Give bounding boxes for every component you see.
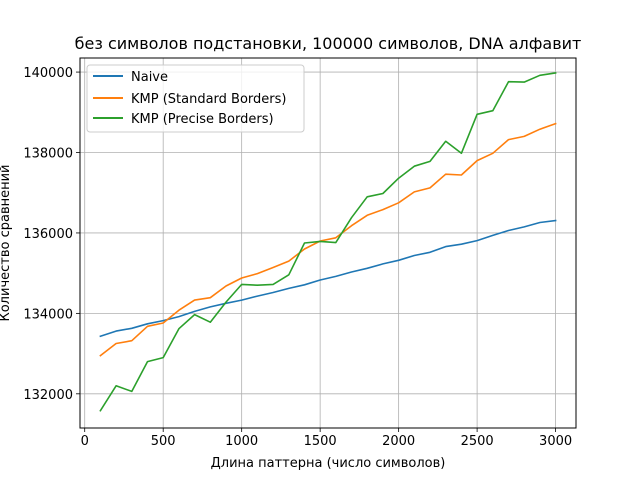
legend: Naive KMP (Standard Borders) KMP (Precis… (86, 64, 305, 133)
y-axis-ticks: 132000 134000 136000 138000 140000 (23, 66, 80, 403)
x-tick-label: 2500 (461, 434, 494, 449)
x-tick-label: 1500 (304, 434, 337, 449)
series-lines (99, 71, 557, 412)
y-tick-label: 136000 (23, 227, 73, 242)
x-axis-label: Длина паттерна (число символов) (211, 456, 446, 471)
plot-frame (79, 57, 577, 429)
y-tick-label: 132000 (23, 388, 73, 403)
x-tick-label: 500 (151, 434, 176, 449)
x-tick-label: 3000 (539, 434, 572, 449)
chart-title: без символов подстановки, 100000 символо… (75, 34, 582, 53)
y-tick-label: 134000 (23, 307, 73, 322)
y-tick-label: 140000 (23, 66, 73, 81)
legend-label-kmp-standard: KMP (Standard Borders) (131, 92, 287, 107)
x-tick-label: 1000 (225, 434, 258, 449)
x-tick-label: 0 (81, 434, 89, 449)
legend-label-naive: Naive (131, 70, 168, 85)
x-axis-ticks: 0 500 1000 1500 2000 2500 3000 (81, 428, 572, 449)
legend-box (86, 64, 305, 133)
y-axis-label: Количество сравнений (0, 164, 13, 321)
x-tick-label: 2000 (382, 434, 415, 449)
series-line-kmp-precise-borders (99, 71, 557, 412)
series-line-kmp-standard-borders (99, 122, 557, 357)
series-line-naive (99, 219, 557, 338)
legend-label-kmp-precise: KMP (Precise Borders) (131, 112, 274, 127)
y-tick-label: 138000 (23, 147, 73, 162)
